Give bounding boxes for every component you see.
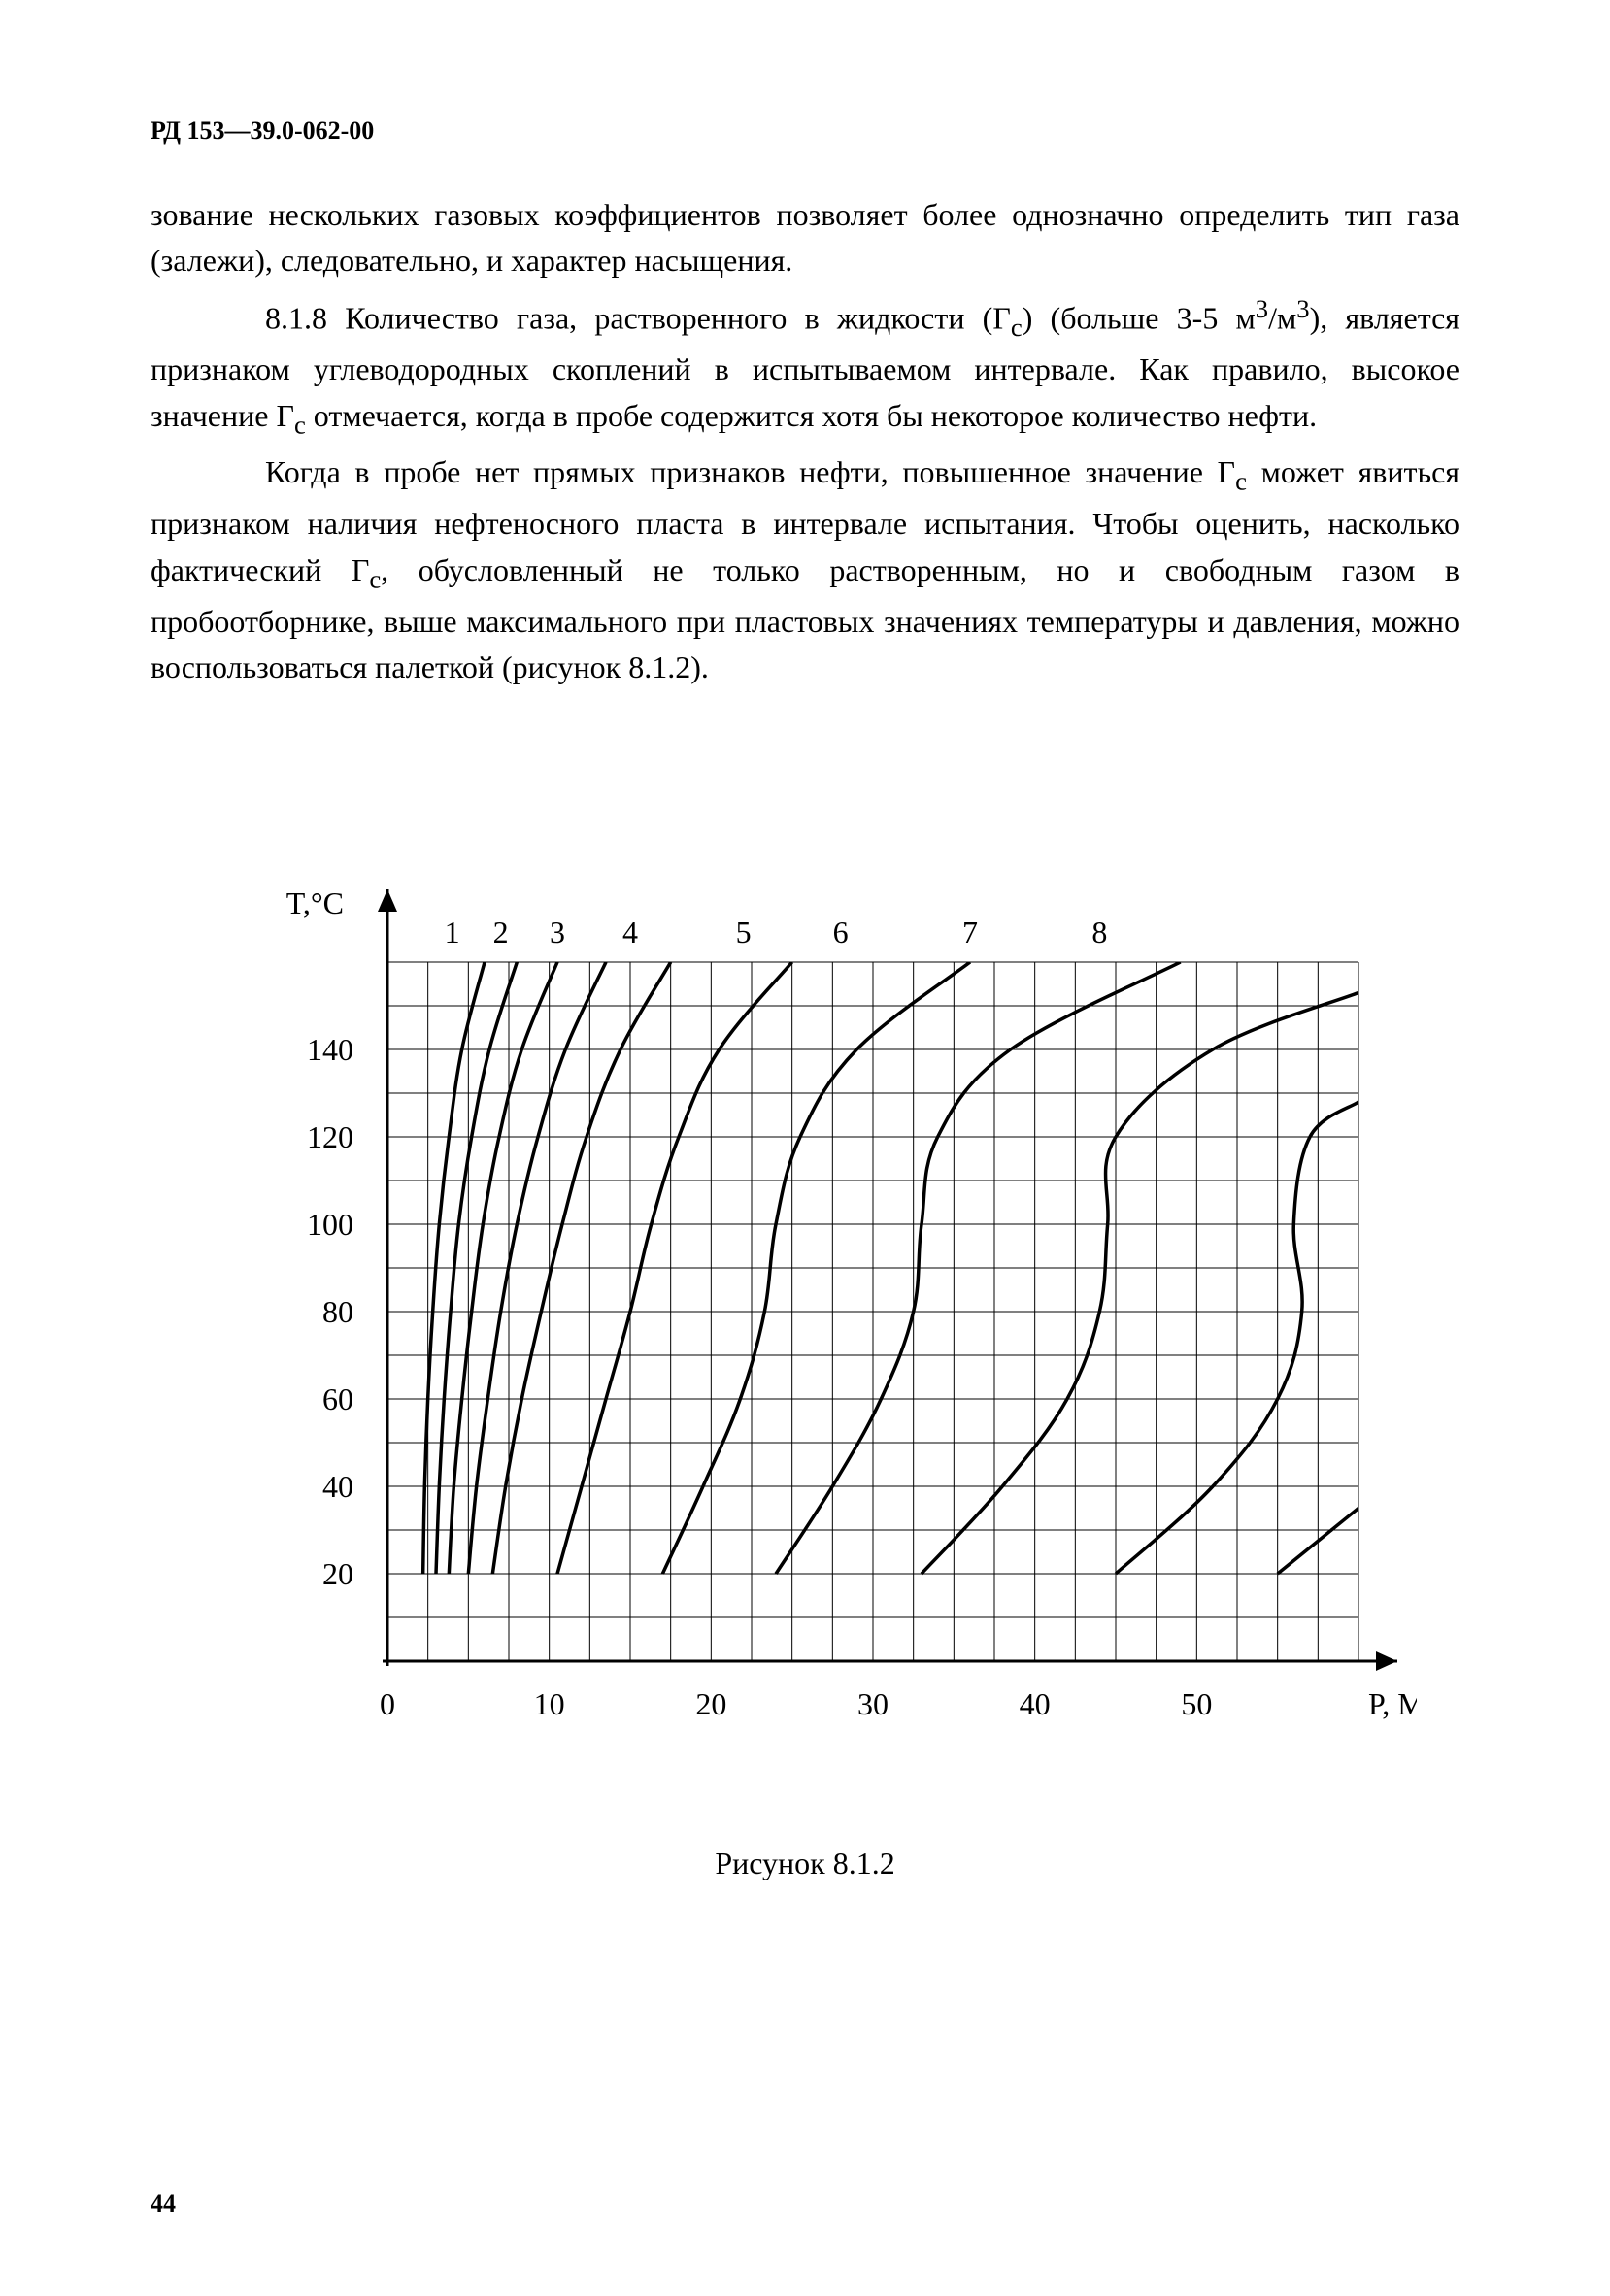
svg-text:3: 3 [550, 915, 565, 949]
svg-text:80: 80 [322, 1294, 353, 1329]
para2-a: 8.1.8 Количество газа, растворенного в ж… [265, 300, 1011, 335]
para3-sub1: с [1235, 467, 1247, 496]
para3-sub2: с [369, 564, 381, 593]
svg-text:T,°C: T,°C [286, 885, 344, 920]
svg-text:6: 6 [833, 915, 849, 949]
svg-text:40: 40 [1020, 1686, 1051, 1721]
svg-text:140: 140 [307, 1032, 353, 1067]
svg-text:4: 4 [622, 915, 638, 949]
svg-text:10: 10 [534, 1686, 565, 1721]
para2-sub2: с [294, 410, 306, 439]
svg-text:30: 30 [857, 1686, 889, 1721]
svg-text:20: 20 [322, 1556, 353, 1591]
svg-text:2: 2 [493, 915, 509, 949]
svg-text:20: 20 [695, 1686, 726, 1721]
para3-a: Когда в пробе нет прямых признаков нефти… [265, 454, 1235, 489]
document-header: РД 153—39.0-062-00 [151, 116, 1459, 146]
svg-text:100: 100 [307, 1207, 353, 1242]
para2-e: отмечается, когда в пробе содержится хот… [306, 398, 1317, 433]
chart-region: 20 40 60 80 100 120 140 0 10 20 30 40 50 T,°C P, МПа 12… [151, 855, 1459, 1881]
figure-caption: Рисунок 8.1.2 [715, 1846, 894, 1881]
svg-text:P, МПа: P, МПа [1368, 1686, 1417, 1721]
paragraph-1: зование нескольких газовых коэффициентов… [151, 192, 1459, 284]
para2-sup1: 3 [1256, 294, 1268, 323]
svg-text:40: 40 [322, 1469, 353, 1504]
svg-text:8: 8 [1091, 915, 1107, 949]
svg-text:5: 5 [736, 915, 752, 949]
paragraph-3: Когда в пробе нет прямых признаков нефти… [151, 449, 1459, 690]
svg-text:0: 0 [380, 1686, 395, 1721]
doc-code: РД 153—39.0-062-00 [151, 116, 374, 145]
svg-text:1: 1 [445, 915, 460, 949]
para2-c: /м [1268, 300, 1296, 335]
svg-text:7: 7 [962, 915, 978, 949]
para1-text: зование нескольких газовых коэффициентов… [151, 197, 1459, 278]
svg-text:60: 60 [322, 1381, 353, 1416]
page-number: 44 [151, 2189, 176, 2218]
svg-text:50: 50 [1181, 1686, 1212, 1721]
svg-text:120: 120 [307, 1119, 353, 1154]
para2-sup2: 3 [1296, 294, 1309, 323]
paragraph-2: 8.1.8 Количество газа, растворенного в ж… [151, 290, 1459, 445]
para2-sub1: с [1011, 313, 1023, 342]
solubility-chart: 20 40 60 80 100 120 140 0 10 20 30 40 50 T,°C P, МПа 12… [193, 855, 1417, 1787]
para2-b: ) (больше 3-5 м [1023, 300, 1256, 335]
